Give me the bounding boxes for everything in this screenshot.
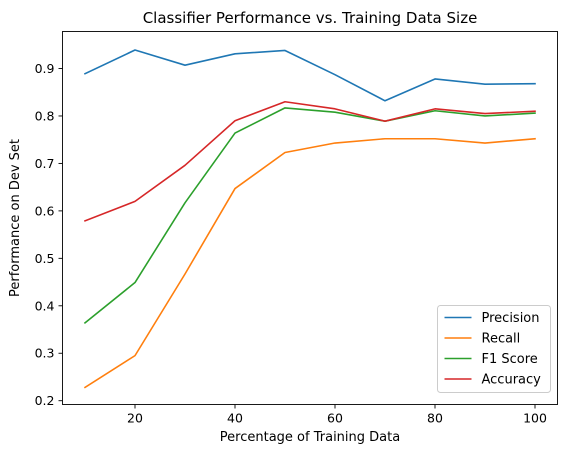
x-tick-label: 100 — [523, 411, 547, 426]
y-tick-label: 0.9 — [35, 61, 55, 76]
x-axis: 20 40 60 80 100 — [127, 404, 547, 426]
legend-label: Precision — [482, 311, 540, 326]
legend-label: Recall — [482, 332, 521, 347]
x-axis-title: Percentage of Training Data — [220, 430, 400, 445]
legend-label: Accuracy — [482, 373, 542, 388]
x-tick-label: 60 — [327, 411, 343, 426]
x-tick-label: 40 — [227, 411, 243, 426]
plot-frame — [62, 31, 558, 405]
y-axis: 0.2 0.3 0.4 0.5 0.6 0.7 0.8 0.9 — [35, 61, 63, 408]
series-line-recall — [83, 137, 536, 389]
y-tick-label: 0.4 — [35, 298, 55, 313]
y-tick-label: 0.7 — [35, 156, 55, 171]
series-line-f1-score — [83, 107, 536, 325]
y-axis-title: Performance on Dev Set — [8, 139, 23, 297]
legend-box — [437, 305, 551, 393]
x-tick-label: 20 — [127, 411, 143, 426]
y-tick-label: 0.8 — [35, 108, 55, 123]
legend-label: F1 Score — [482, 352, 538, 367]
series-line-precision — [83, 49, 536, 102]
x-tick-label: 80 — [427, 411, 443, 426]
legend: Precision Recall F1 Score Accuracy — [437, 305, 551, 393]
y-tick-label: 0.3 — [35, 346, 55, 361]
chart-title: Classifier Performance vs. Training Data… — [143, 9, 478, 27]
series-line-accuracy — [83, 100, 536, 222]
y-tick-label: 0.6 — [35, 203, 55, 218]
series-layer — [83, 49, 536, 389]
y-tick-label: 0.2 — [35, 393, 55, 408]
y-tick-label: 0.5 — [35, 251, 55, 266]
